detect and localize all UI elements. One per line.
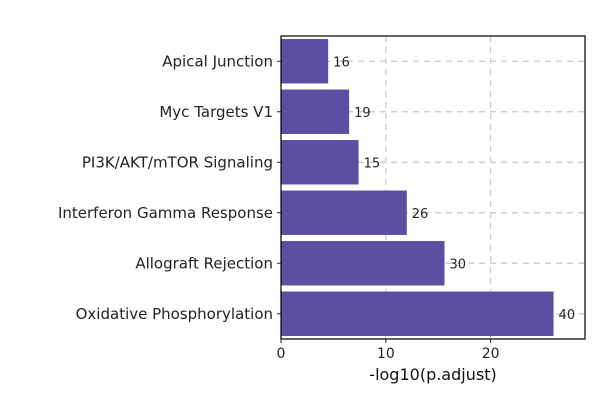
bar bbox=[281, 140, 359, 185]
bar-count-label: 40 bbox=[559, 308, 576, 323]
bar bbox=[281, 190, 407, 235]
category-labels: Apical Junction Myc Targets V1 PI3K/AKT/mT… bbox=[58, 52, 281, 323]
category-label: Interferon Gamma Response bbox=[58, 204, 273, 222]
category-label: PI3K/AKT/mTOR Signaling bbox=[82, 153, 273, 171]
plot-frame bbox=[280, 35, 586, 340]
bar bbox=[281, 39, 329, 84]
x-axis-ticks: 0 10 20 bbox=[277, 339, 500, 362]
x-tick-label: 10 bbox=[377, 346, 395, 362]
x-tick-label: 20 bbox=[482, 346, 500, 362]
category-label: Allograft Rejection bbox=[135, 254, 273, 272]
x-axis-title: -log10(p.adjust) bbox=[369, 365, 496, 384]
bar-count-label: 19 bbox=[354, 106, 371, 121]
category-label: Myc Targets V1 bbox=[159, 103, 273, 121]
category-label: Apical Junction bbox=[162, 52, 273, 70]
data-labels: 16 19 15 26 30 40 bbox=[333, 55, 575, 323]
bars bbox=[281, 39, 554, 336]
bar bbox=[281, 241, 445, 286]
bar-count-label: 15 bbox=[364, 156, 381, 171]
bar-count-label: 26 bbox=[412, 207, 429, 222]
bar-count-label: 30 bbox=[450, 257, 467, 272]
bar bbox=[281, 291, 554, 336]
bar bbox=[281, 89, 350, 134]
x-tick-label: 0 bbox=[277, 346, 286, 362]
category-label: Oxidative Phosphorylation bbox=[76, 305, 273, 323]
bar-count-label: 16 bbox=[333, 55, 350, 70]
